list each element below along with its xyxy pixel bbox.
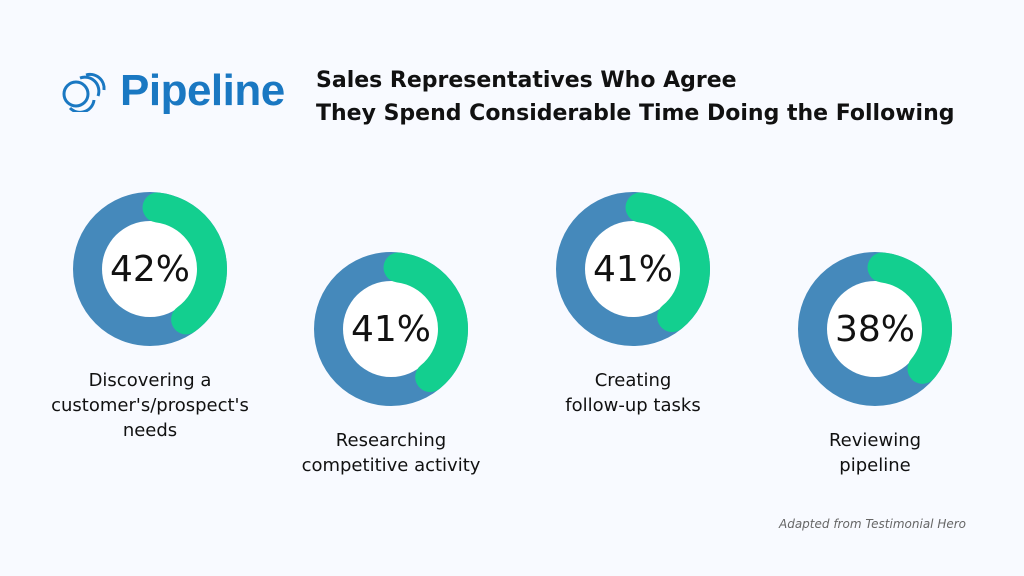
page-title: Sales Representatives Who Agree They Spe… [316, 64, 954, 130]
source-note: Adapted from Testimonial Hero [779, 517, 966, 531]
pipeline-logo: Pipeline [60, 66, 285, 116]
donut-label-line: follow-up tasks [565, 395, 701, 416]
donut-label: Creating follow-up tasks [513, 368, 753, 418]
donut-chart: 41% [311, 249, 471, 409]
donut-label-line: Researching [335, 430, 447, 451]
donut-value-segment [73, 192, 227, 346]
donut-label-line: needs [122, 420, 178, 441]
donut-label: Researching competitive activity [271, 428, 511, 478]
donut-chart: 42% [70, 189, 230, 349]
donut-hole [585, 221, 681, 317]
title-line-1: Sales Representatives Who Agree [316, 68, 737, 93]
logo-text: Pipeline [120, 66, 285, 115]
donut-label-line: competitive activity [301, 455, 481, 476]
donut-hole [343, 281, 439, 377]
donut-label: Discovering a customer's/prospect's needs [30, 368, 270, 443]
donut-chart: 41% [553, 189, 713, 349]
donut-hole [102, 221, 198, 317]
donut-percentage: 42% [109, 248, 190, 290]
donut-value-segment [314, 252, 468, 406]
donut-percentage: 41% [592, 248, 673, 290]
donut-value-segment [798, 252, 952, 406]
donut-label-line: Discovering a [88, 370, 212, 391]
donut-percentage: 41% [350, 308, 431, 350]
donut-label-line: Reviewing [828, 430, 922, 451]
title-line-2: They Spend Considerable Time Doing the F… [316, 101, 955, 126]
donut-chart: 38% [795, 249, 955, 409]
donut-value-segment [556, 192, 710, 346]
donut-label-line: pipeline [839, 455, 911, 476]
donut-hole [827, 281, 923, 377]
donut-label-line: customer's/prospect's [51, 395, 249, 416]
donut-label-line: Creating [594, 370, 672, 391]
donut-label: Reviewing pipeline [755, 428, 995, 478]
pipeline-logo-icon [62, 72, 106, 112]
donut-percentage: 38% [834, 308, 915, 350]
